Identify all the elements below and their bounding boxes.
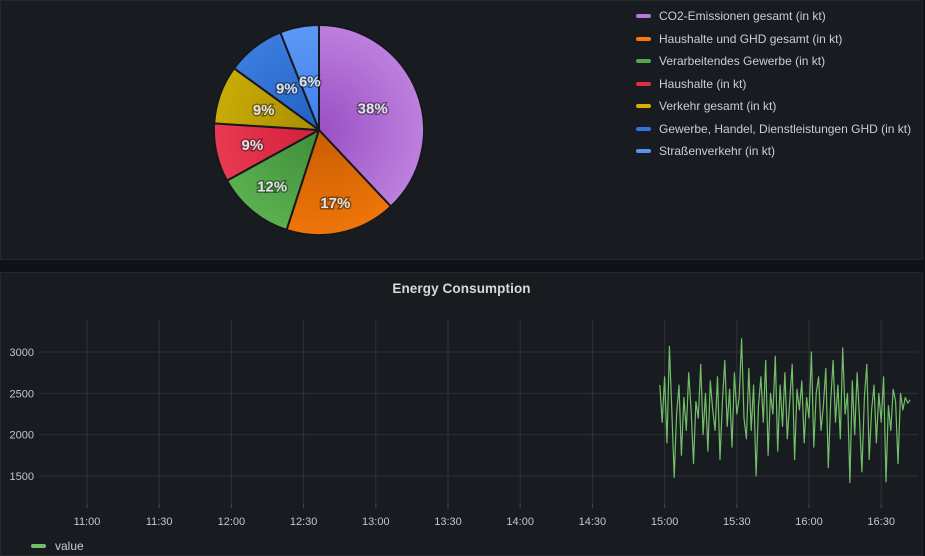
pie-panel: 38% 17% 12% 9% 9% 9% 6% CO2-Emissionen gesamt … bbox=[0, 0, 923, 260]
legend-swatch bbox=[636, 149, 651, 153]
pie-slice[interactable] bbox=[279, 24, 320, 131]
pie-legend: CO2-Emissionen gesamt (in kt) Haushalte u… bbox=[636, 10, 911, 157]
legend-label: Haushalte (in kt) bbox=[659, 76, 747, 91]
legend-swatch bbox=[636, 126, 651, 131]
pie-slice-percent: 12% bbox=[257, 179, 287, 196]
legend-label: CO2-Emissionen gesamt (in kt) bbox=[659, 9, 826, 23]
panel-title[interactable]: Energy Consumption bbox=[392, 281, 531, 296]
pie-slice-percent: 6% bbox=[299, 74, 321, 91]
x-axis-label: 12:30 bbox=[290, 516, 318, 528]
series-color-swatch bbox=[31, 544, 46, 548]
x-axis-label: 14:00 bbox=[506, 516, 534, 528]
y-axis-label: 1500 bbox=[10, 471, 34, 483]
x-axis-label: 16:30 bbox=[867, 516, 895, 528]
x-axis-label: 14:30 bbox=[579, 516, 607, 528]
series-line bbox=[659, 338, 911, 484]
x-axis-label: 15:00 bbox=[651, 516, 679, 528]
x-axis-label: 11:00 bbox=[74, 516, 101, 528]
timeseries-chart[interactable]: 1500 2000 2500 3000 11:00 11:30 12:00 12:30 13:0… bbox=[1, 273, 924, 555]
legend-item[interactable]: CO2-Emissionen gesamt (in kt) bbox=[636, 10, 911, 22]
legend-item[interactable]: Haushalte und GHD gesamt (in kt) bbox=[636, 33, 911, 45]
pie-chart[interactable]: 38%17%12%9%9%9% 6% bbox=[1, 1, 631, 259]
legend-swatch bbox=[636, 14, 651, 18]
y-axis-label: 3000 bbox=[10, 347, 34, 359]
pie-slice[interactable] bbox=[318, 24, 425, 208]
pie-slice-percent: 9% bbox=[253, 102, 275, 119]
pie-slice[interactable] bbox=[285, 129, 392, 237]
legend-swatch bbox=[636, 81, 651, 86]
legend-label: Verkehr gesamt (in kt) bbox=[659, 99, 777, 113]
legend-item[interactable]: Straßenverkehr (in kt) bbox=[636, 145, 911, 157]
legend-label: Verarbeitendes Gewerbe (in kt) bbox=[659, 54, 826, 68]
x-axis-label: 15:30 bbox=[723, 516, 751, 528]
legend-item[interactable]: Verarbeitendes Gewerbe (in kt) bbox=[636, 55, 911, 67]
pie-slice-percent: 9% bbox=[276, 81, 298, 98]
x-axis-label: 16:00 bbox=[795, 516, 823, 528]
x-axis-label: 13:30 bbox=[434, 516, 462, 528]
legend-swatch bbox=[636, 59, 651, 63]
timeseries-panel: Energy Consumption 1500 2000 2500 3000 11:00… bbox=[0, 272, 923, 556]
legend-item[interactable]: Verkehr gesamt (in kt) bbox=[636, 100, 911, 112]
legend-swatch bbox=[636, 104, 651, 108]
x-axis-label: 12:00 bbox=[218, 516, 246, 528]
x-axis-label: 11:30 bbox=[146, 516, 173, 528]
legend-swatch bbox=[636, 36, 651, 41]
series-legend-label: value bbox=[55, 539, 84, 553]
y-axis-label: 2500 bbox=[10, 388, 34, 400]
legend-item[interactable]: Gewerbe, Handel, Dienstleistungen GHD (i… bbox=[636, 123, 911, 135]
series-legend[interactable]: value bbox=[31, 540, 84, 552]
pie-slice-percent: 38% bbox=[358, 101, 388, 118]
legend-label: Straßenverkehr (in kt) bbox=[659, 144, 776, 158]
pie-slice-percent: 17% bbox=[320, 195, 350, 212]
y-axis-label: 2000 bbox=[10, 430, 34, 442]
pie-slice-percent: 9% bbox=[242, 137, 264, 154]
legend-item[interactable]: Haushalte (in kt) bbox=[636, 78, 911, 90]
x-axis-label: 13:00 bbox=[362, 516, 390, 528]
pie-slice[interactable] bbox=[226, 129, 320, 231]
legend-label: Haushalte und GHD gesamt (in kt) bbox=[659, 31, 843, 46]
legend-label: Gewerbe, Handel, Dienstleistungen GHD (i… bbox=[659, 121, 912, 136]
